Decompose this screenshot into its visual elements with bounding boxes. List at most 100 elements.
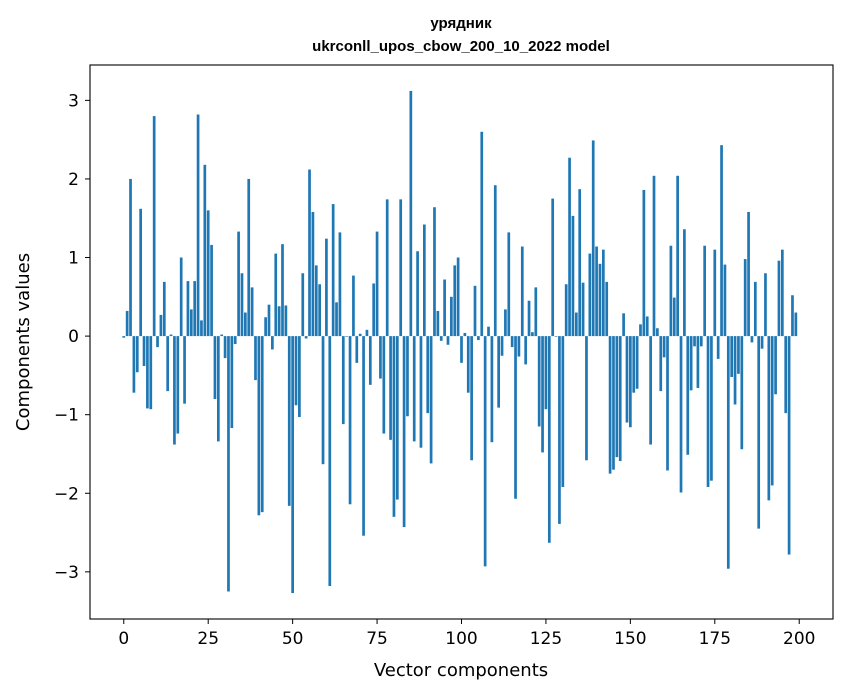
bar-158 (656, 328, 659, 337)
bar-41 (260, 336, 264, 513)
y-tick-label: 3 (68, 91, 79, 111)
bar-62 (331, 204, 335, 337)
bar-169 (693, 336, 696, 347)
bar-69 (355, 336, 359, 363)
bar-36 (244, 312, 247, 337)
bar-31 (227, 336, 230, 592)
bar-121 (531, 332, 534, 337)
bar-139 (591, 140, 595, 337)
bar-197 (787, 336, 791, 555)
bar-181 (733, 336, 737, 405)
y-tick-label: −2 (54, 484, 79, 504)
x-axis-label: Vector components (374, 660, 548, 681)
bar-129 (558, 336, 561, 524)
bar-118 (520, 246, 524, 337)
bar-70 (358, 333, 362, 337)
bar-39 (254, 336, 257, 381)
bar-86 (412, 336, 416, 442)
bar-170 (696, 336, 700, 388)
bar-199 (794, 312, 798, 337)
bar-24 (203, 164, 207, 337)
bar-53 (301, 273, 305, 337)
bar-153 (639, 324, 642, 337)
x-tick-label: 50 (282, 629, 304, 649)
bar-75 (375, 231, 379, 337)
bar-59 (321, 336, 325, 465)
bar-120 (527, 300, 531, 337)
bar-172 (703, 245, 707, 337)
bar-112 (500, 336, 504, 356)
bar-77 (382, 336, 386, 434)
bar-44 (271, 336, 274, 350)
x-tick-label: 75 (366, 629, 388, 649)
bar-138 (588, 253, 592, 337)
bar-55 (308, 169, 311, 337)
x-tick-label: 0 (118, 629, 129, 649)
bar-17 (179, 257, 183, 337)
bar-98 (453, 265, 457, 337)
bar-104 (473, 285, 477, 337)
bar-135 (578, 189, 582, 337)
bar-149 (625, 336, 629, 423)
bar-133 (571, 215, 575, 337)
bar-109 (490, 336, 494, 443)
y-axis-ticks: −3 −2 −1 0 1 2 3 (54, 91, 90, 583)
bar-13 (166, 336, 170, 392)
bar-155 (645, 316, 649, 337)
bar-116 (514, 336, 517, 499)
x-tick-label: 125 (530, 629, 562, 649)
bar-190 (764, 273, 767, 337)
bar-184 (743, 259, 747, 337)
bar-196 (784, 336, 788, 414)
bar-186 (750, 336, 754, 343)
bar-79 (389, 336, 392, 440)
bar-164 (676, 175, 679, 337)
bar-163 (672, 297, 676, 337)
bar-105 (477, 336, 480, 341)
bar-123 (537, 336, 541, 427)
bar-137 (585, 336, 588, 461)
bar-115 (510, 336, 514, 348)
bar-89 (423, 224, 426, 337)
bar-80 (392, 336, 396, 517)
bar-11 (159, 314, 163, 337)
bar-88 (419, 336, 423, 448)
bar-72 (365, 329, 369, 337)
bar-142 (601, 249, 605, 337)
bar-166 (683, 229, 686, 337)
bar-78 (385, 199, 389, 337)
bar-174 (710, 336, 713, 481)
bar-90 (426, 336, 430, 414)
bar-161 (666, 336, 669, 471)
bar-179 (726, 336, 730, 569)
bar-58 (318, 284, 321, 337)
bar-12 (162, 281, 166, 337)
bars-group (122, 90, 798, 594)
bar-100 (460, 336, 463, 363)
bar-22 (196, 114, 200, 337)
bar-3 (132, 336, 136, 393)
bar-173 (706, 336, 710, 487)
x-tick-label: 200 (783, 629, 815, 649)
bar-157 (652, 175, 656, 337)
bar-16 (176, 336, 180, 434)
bar-94 (439, 336, 443, 341)
bar-57 (314, 265, 318, 337)
bar-81 (395, 336, 399, 500)
bar-114 (507, 232, 511, 337)
bar-14 (169, 334, 173, 337)
bar-106 (480, 131, 484, 337)
x-tick-label: 150 (614, 629, 646, 649)
bar-141 (598, 263, 602, 337)
bar-125 (544, 336, 548, 410)
bar-103 (470, 336, 473, 461)
bar-191 (767, 336, 771, 501)
bar-177 (720, 145, 723, 337)
x-tick-label: 100 (445, 629, 477, 649)
bar-32 (230, 336, 234, 429)
bar-29 (220, 334, 224, 337)
bar-122 (534, 287, 538, 337)
bar-95 (443, 279, 446, 337)
bar-168 (689, 336, 693, 391)
